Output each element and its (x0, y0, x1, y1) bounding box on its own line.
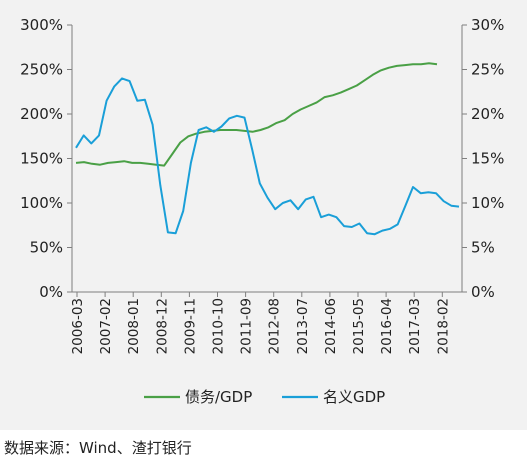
legend-item-nominal-gdp-label: 名义GDP (323, 388, 385, 406)
right-tick-label: 15% (471, 150, 504, 168)
x-tick-label: 2015-05 (351, 298, 367, 354)
right-tick-label: 25% (471, 61, 504, 79)
right-tick-label: 20% (471, 105, 504, 123)
left-tick-label: 300% (20, 16, 63, 34)
x-tick-label: 2013-07 (295, 298, 311, 354)
legend-item-debt-gdp-label: 债务/GDP (185, 388, 252, 406)
x-tick-label: 2017-03 (407, 298, 423, 354)
series-line-debt-gdp (75, 62, 438, 167)
x-tick-label: 2018-02 (435, 298, 451, 354)
left-tick-label: 100% (20, 194, 63, 212)
left-tick-label: 250% (20, 61, 63, 79)
left-tick-label: 150% (20, 150, 63, 168)
series-line-nominal-gdp (75, 77, 460, 236)
x-tick-label: 2012-08 (267, 298, 283, 354)
x-tick-label: 2007-02 (98, 298, 114, 354)
x-tick-label: 2016-04 (379, 298, 395, 354)
left-tick-label: 0% (39, 283, 63, 301)
right-tick-label: 5% (471, 239, 495, 257)
x-tick-label: 2006-03 (70, 298, 86, 354)
right-tick-label: 30% (471, 16, 504, 34)
x-tick-label: 2011-09 (239, 298, 255, 354)
left-tick-label: 50% (30, 239, 63, 257)
line-chart: 0% 50% 100% 150% 200% 250% 300% 0% 5% 10% 15% 20% 25… (20, 16, 504, 406)
x-tick-label: 2008-12 (154, 298, 170, 354)
x-tick-label: 2008-01 (126, 298, 142, 354)
source-note: 数据来源：Wind、渣打银行 (4, 439, 192, 457)
left-tick-label: 200% (20, 105, 63, 123)
x-tick-label: 2010-10 (211, 298, 227, 354)
right-tick-label: 0% (471, 283, 495, 301)
right-tick-label: 10% (471, 194, 504, 212)
x-tick-label: 2014-06 (323, 298, 339, 354)
x-tick-label: 2009-11 (182, 298, 198, 354)
chart-panel: 0% 50% 100% 150% 200% 250% 300% 0% 5% 10% 15% 20% 25… (0, 0, 527, 430)
